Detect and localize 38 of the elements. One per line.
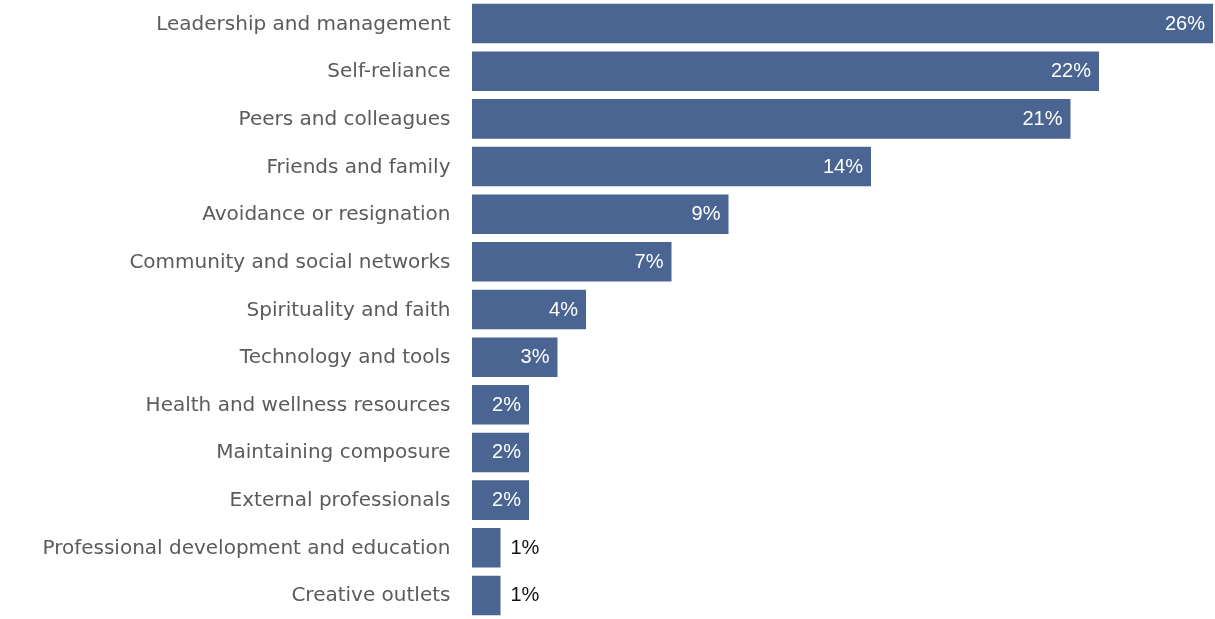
- y-tick-label: Creative outlets: [291, 582, 451, 607]
- y-tick-label: Self-reliance: [327, 58, 451, 83]
- y-tick-label: External professionals: [229, 487, 451, 512]
- y-tick-label: Health and wellness resources: [145, 391, 451, 416]
- data-label: 14%: [822, 154, 864, 177]
- data-label: 1%: [510, 583, 540, 606]
- data-label: 2%: [492, 392, 522, 415]
- bar: [472, 194, 729, 234]
- y-tick-label: Friends and family: [266, 153, 451, 178]
- data-label: 3%: [520, 345, 550, 368]
- bar: [472, 575, 501, 616]
- y-tick-label: Community and social networks: [129, 248, 451, 273]
- data-label: 9%: [691, 202, 721, 225]
- y-tick-label: Spirituality and faith: [246, 296, 451, 321]
- data-label: 1%: [510, 535, 540, 558]
- bar: [472, 146, 871, 187]
- data-label: 4%: [549, 297, 579, 320]
- y-tick-label: Peers and colleagues: [238, 105, 451, 130]
- y-tick-label: Avoidance or resignation: [202, 201, 451, 226]
- data-label: 26%: [1164, 11, 1206, 34]
- data-label: 22%: [1050, 59, 1092, 82]
- bar: [472, 337, 558, 377]
- bar: [472, 385, 529, 425]
- bar: [472, 99, 1071, 139]
- y-tick-label: Leadership and management: [156, 10, 451, 35]
- bar: [472, 527, 501, 568]
- bar: [472, 242, 672, 282]
- bar: [472, 51, 1099, 92]
- data-label: 2%: [492, 488, 522, 511]
- bar: [472, 480, 529, 520]
- data-label: 7%: [634, 249, 664, 272]
- bar: [472, 289, 586, 330]
- y-tick-label: Technology and tools: [238, 344, 451, 369]
- data-label: 2%: [492, 440, 522, 463]
- y-tick-label: Professional development and education: [42, 534, 451, 559]
- y-tick-label: Maintaining composure: [216, 439, 451, 464]
- bar: [472, 3, 1213, 44]
- data-label: 21%: [1022, 106, 1063, 129]
